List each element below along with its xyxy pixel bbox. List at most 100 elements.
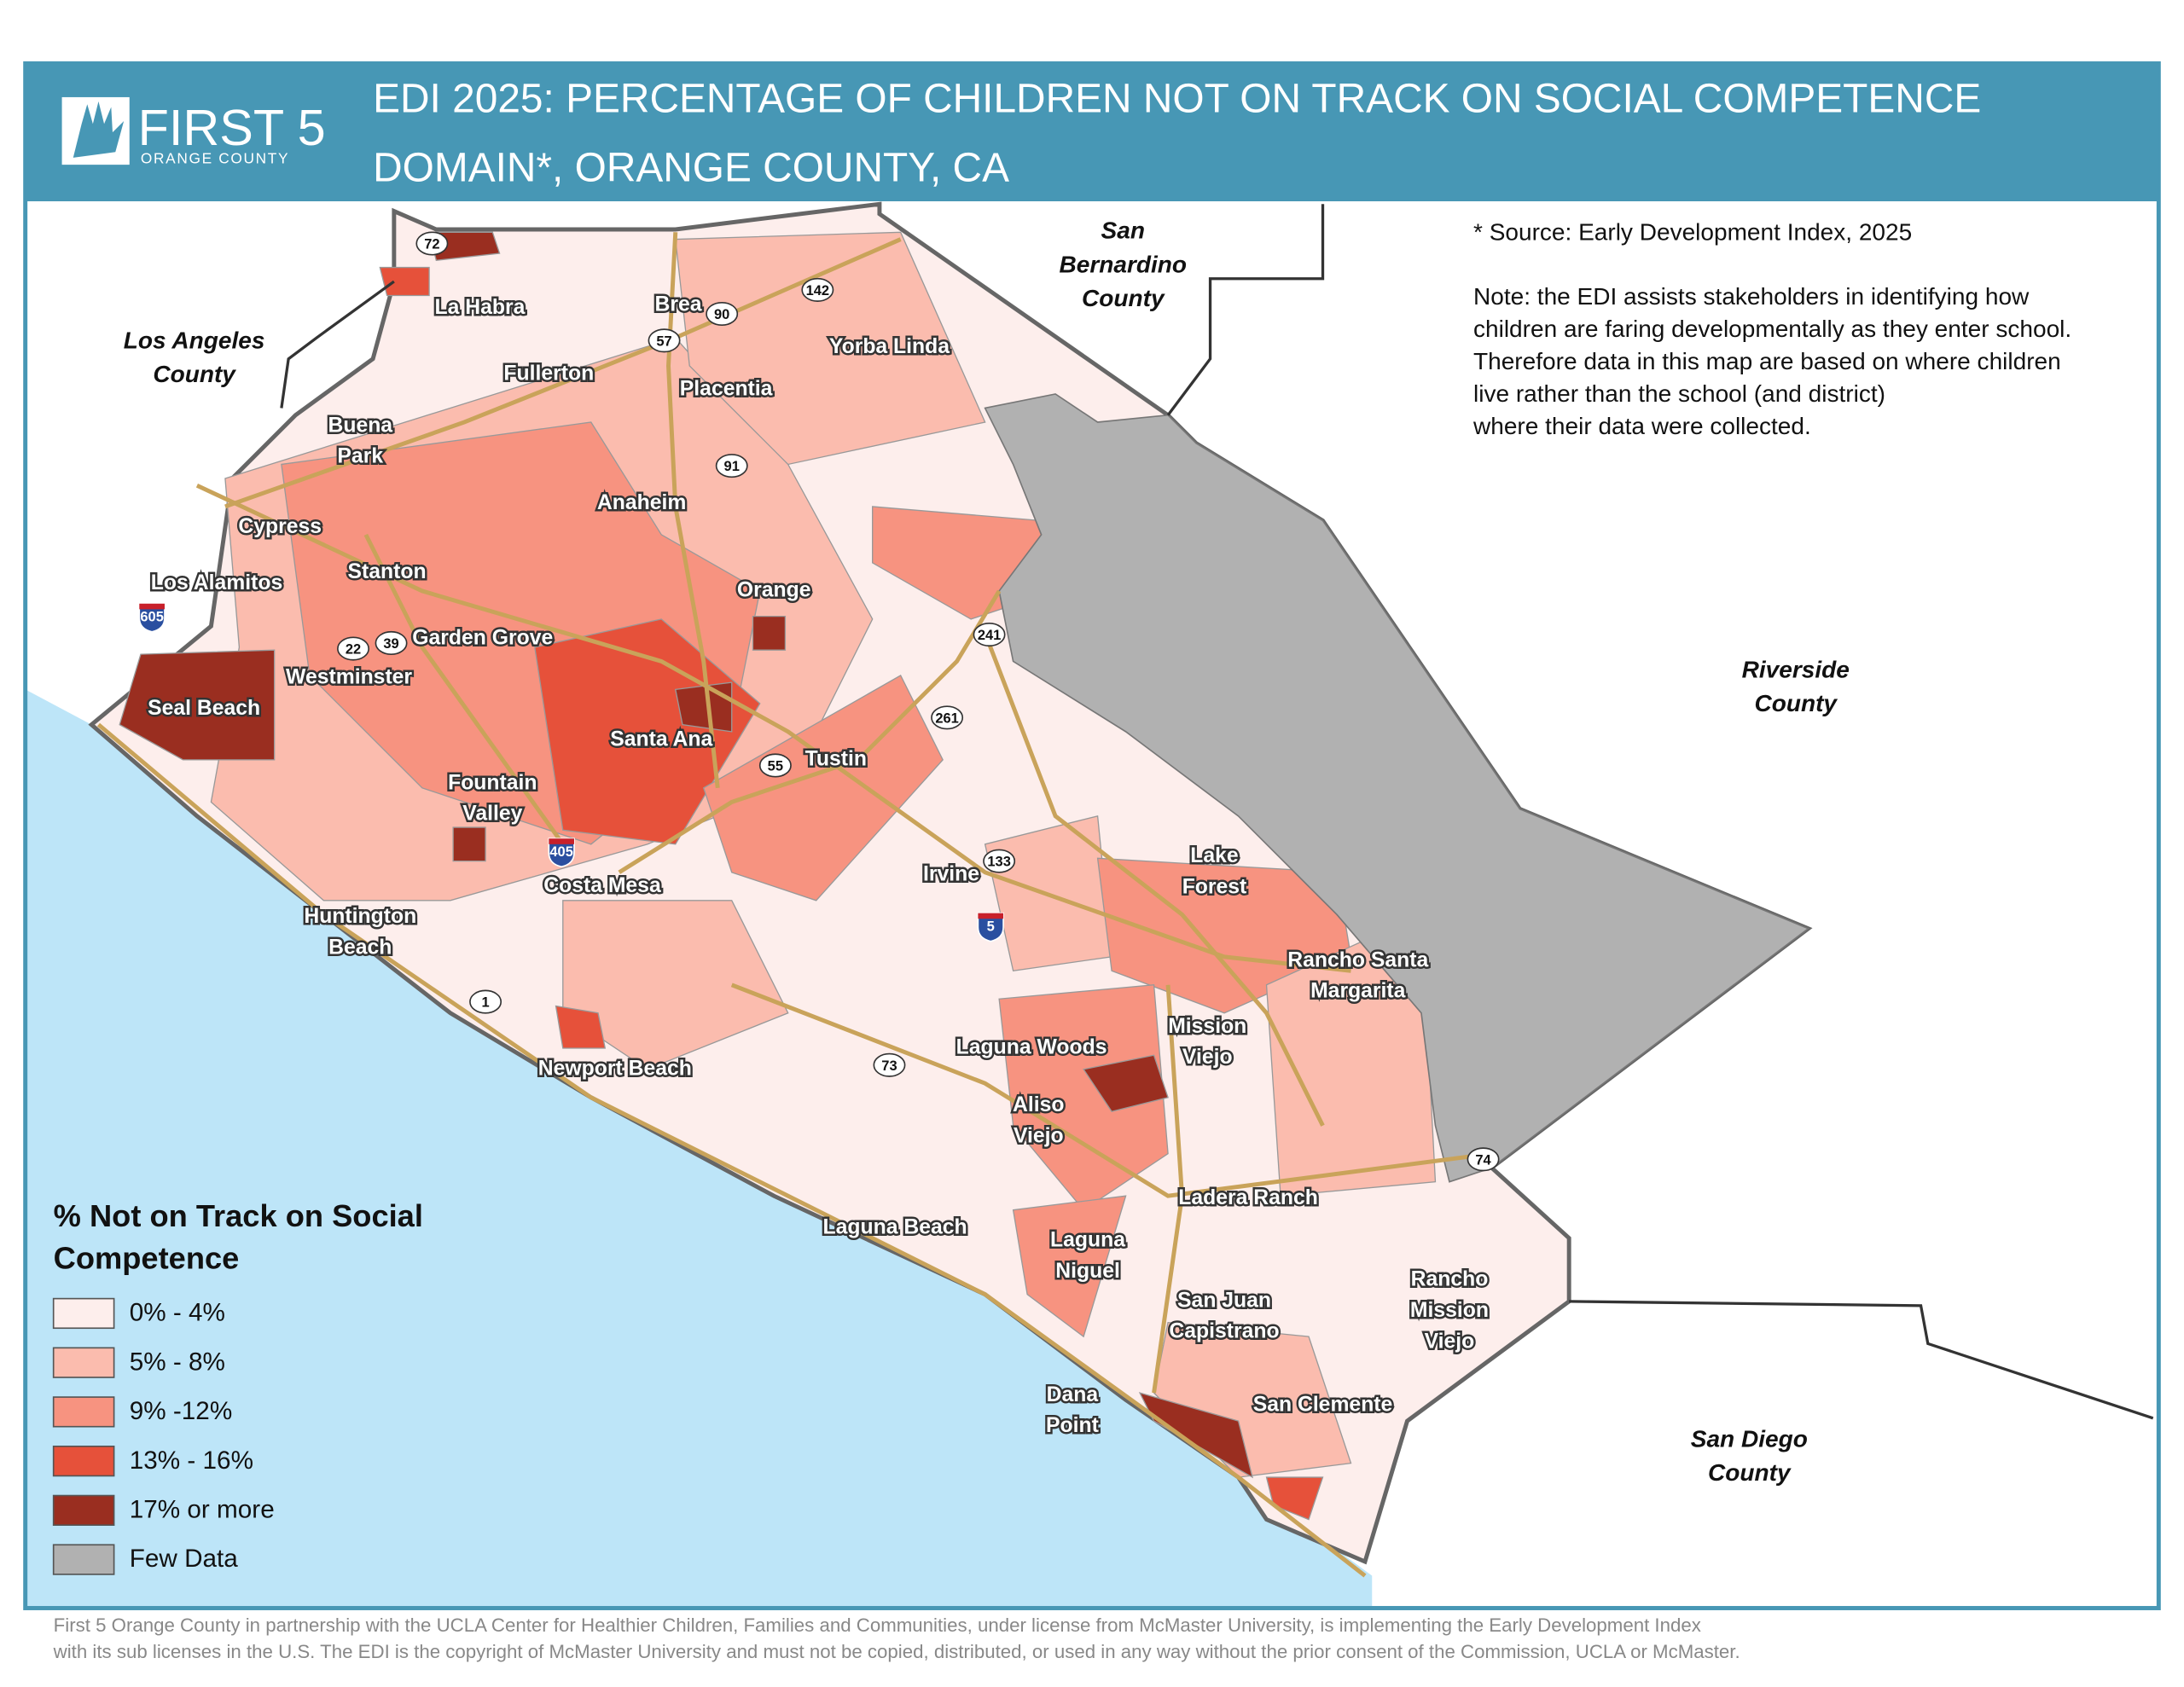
place-label: Capistrano xyxy=(1169,1320,1279,1343)
place-label: Los Alamitos xyxy=(151,571,282,594)
place-label: Beach xyxy=(328,936,392,959)
place-label: Seal Beach xyxy=(148,697,260,720)
place-label: Aliso xyxy=(1013,1093,1064,1116)
interstate-number: 405 xyxy=(549,844,573,860)
place-label: Mission xyxy=(1168,1015,1246,1038)
highway-number: 241 xyxy=(978,628,1002,643)
place-label: Mission xyxy=(1410,1299,1489,1322)
county-label: County xyxy=(1754,690,1838,716)
place-label: Point xyxy=(1046,1414,1099,1437)
place-label: Placentia xyxy=(680,378,773,401)
highway-number: 55 xyxy=(768,758,783,774)
legend-swatch xyxy=(52,1297,115,1330)
legend-swatch xyxy=(52,1544,115,1575)
highway-number: 1 xyxy=(481,995,489,1011)
place-label: Anaheim xyxy=(597,491,686,514)
highway-shield xyxy=(648,328,681,353)
place-label: Valley xyxy=(462,803,522,826)
county-boundaries xyxy=(280,204,2154,1420)
legend-label: 13% - 16% xyxy=(130,1446,253,1475)
highway-shield xyxy=(715,454,748,478)
logo-subtitle: ORANGE COUNTY xyxy=(141,149,289,166)
place-label: Ladera Ranch xyxy=(1178,1186,1318,1209)
highway-number: 72 xyxy=(424,237,439,252)
source: * Source: Early Development Index, 2025 xyxy=(1473,218,1912,245)
highway-shield xyxy=(1467,1147,1500,1172)
place-label: Tustin xyxy=(805,747,867,770)
few-data-area xyxy=(984,393,1810,1183)
note-line: Therefore data in this map are based on … xyxy=(1473,348,2061,374)
place-label: Irvine xyxy=(923,863,979,886)
county-label: County xyxy=(1708,1459,1792,1486)
county-label: San Diego xyxy=(1691,1426,1808,1452)
place-label: Costa Mesa xyxy=(543,874,661,897)
legend-swatch xyxy=(52,1396,115,1428)
note-line: Note: the EDI assists stakeholders in id… xyxy=(1473,283,2030,310)
highway-shield xyxy=(931,705,964,730)
highway-shield xyxy=(337,636,369,661)
footer-line: First 5 Orange County in partnership wit… xyxy=(54,1615,1701,1636)
legend-label: 0% - 4% xyxy=(130,1299,225,1327)
legend-swatch xyxy=(52,1347,115,1378)
place-label: Yorba Linda xyxy=(829,335,950,358)
title-line: EDI 2025: PERCENTAGE OF CHILDREN NOT ON … xyxy=(373,77,1981,122)
title-line: DOMAIN*, ORANGE COUNTY, CA xyxy=(373,145,1009,190)
header-band xyxy=(25,63,2159,202)
footer-line: with its sub licenses in the U.S. The ED… xyxy=(53,1641,1740,1662)
place-label: Viejo xyxy=(1182,1046,1233,1069)
highway-shield xyxy=(375,630,408,655)
interstate-shield xyxy=(977,912,1004,942)
place-label: Margarita xyxy=(1310,980,1406,1003)
county-label: San xyxy=(1101,217,1145,244)
interstate-top xyxy=(549,838,574,844)
highway-shield xyxy=(758,753,792,778)
place-label: Laguna Beach xyxy=(823,1216,967,1239)
place-label: San Juan xyxy=(1177,1289,1271,1312)
tract-shading xyxy=(119,231,1437,1521)
place-label: Stanton xyxy=(348,560,427,583)
place-label: Forest xyxy=(1182,875,1247,898)
note-line: where their data were collected. xyxy=(1472,413,1811,439)
county-label: County xyxy=(153,361,236,387)
highway-shield xyxy=(706,301,739,326)
place-label: Westminster xyxy=(286,666,412,689)
place-label: Laguna xyxy=(1050,1229,1125,1252)
place-label: Viejo xyxy=(1014,1124,1064,1147)
highway-number: 73 xyxy=(881,1058,897,1074)
highway-shield xyxy=(415,231,449,256)
legend-swatch xyxy=(52,1494,115,1526)
interstate-number: 5 xyxy=(987,919,995,935)
highway-number: 39 xyxy=(383,636,398,652)
place-label: Newport Beach xyxy=(538,1057,692,1080)
place-label: Santa Ana xyxy=(610,728,712,751)
highway-number: 142 xyxy=(806,283,830,299)
place-label: Fullerton xyxy=(503,362,594,385)
place-label: La Habra xyxy=(435,296,526,319)
place-label: Buena xyxy=(328,414,392,437)
highway-number: 133 xyxy=(987,855,1011,870)
legend-label: Few Data xyxy=(130,1545,239,1573)
highway-number: 22 xyxy=(346,642,361,658)
place-label: Park xyxy=(337,445,383,468)
highway-shield xyxy=(801,277,834,302)
highway-number: 90 xyxy=(714,307,729,322)
place-label: Huntington xyxy=(304,905,416,928)
place-label: Orange xyxy=(737,578,811,601)
highway-shield xyxy=(469,989,502,1014)
legend-label: 17% or more xyxy=(130,1496,275,1524)
county-label: County xyxy=(1082,285,1165,311)
highway-number: 74 xyxy=(1475,1152,1491,1168)
highway-number: 261 xyxy=(935,710,959,726)
interstate-top xyxy=(978,913,1004,919)
place-label: San Clemente xyxy=(1253,1394,1393,1417)
note-line: live rather than the school (and distric… xyxy=(1473,380,1885,407)
place-label: Niguel xyxy=(1055,1260,1120,1283)
place-label: Cypress xyxy=(238,515,322,538)
logo-title: FIRST 5 xyxy=(138,99,326,156)
county-label: Bernardino xyxy=(1060,251,1188,277)
interstate-top xyxy=(139,603,165,610)
legend-label: 5% - 8% xyxy=(130,1348,225,1376)
note-line: children are faring developmentally as t… xyxy=(1473,316,2071,342)
